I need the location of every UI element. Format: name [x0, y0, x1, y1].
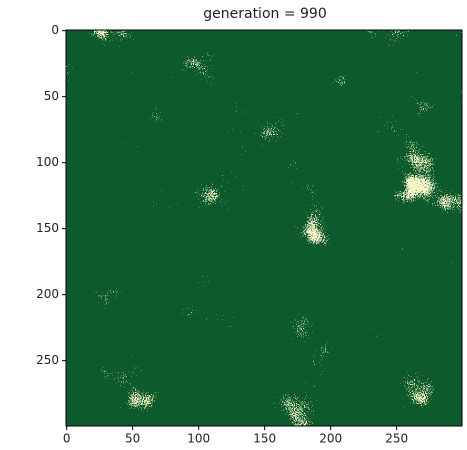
chart: generation = 990 0 50 100 150 200 250 0 50 100 15… — [0, 0, 467, 450]
y-tick-label: 0 — [51, 23, 59, 37]
x-tick-label: 150 — [253, 432, 276, 446]
y-tick-label: 200 — [36, 287, 59, 301]
y-tick-label: 100 — [36, 155, 59, 169]
image-texture — [66, 30, 462, 426]
x-tick-label: 50 — [125, 432, 140, 446]
x-tick-label: 0 — [63, 432, 71, 446]
y-tick-label: 50 — [44, 89, 59, 103]
x-tick-label: 100 — [187, 432, 210, 446]
x-tick-label: 250 — [385, 432, 408, 446]
chart-title: generation = 990 — [203, 6, 327, 22]
y-tick-label: 250 — [36, 353, 59, 367]
y-tick-label: 150 — [36, 221, 59, 235]
x-tick-label: 200 — [319, 432, 342, 446]
